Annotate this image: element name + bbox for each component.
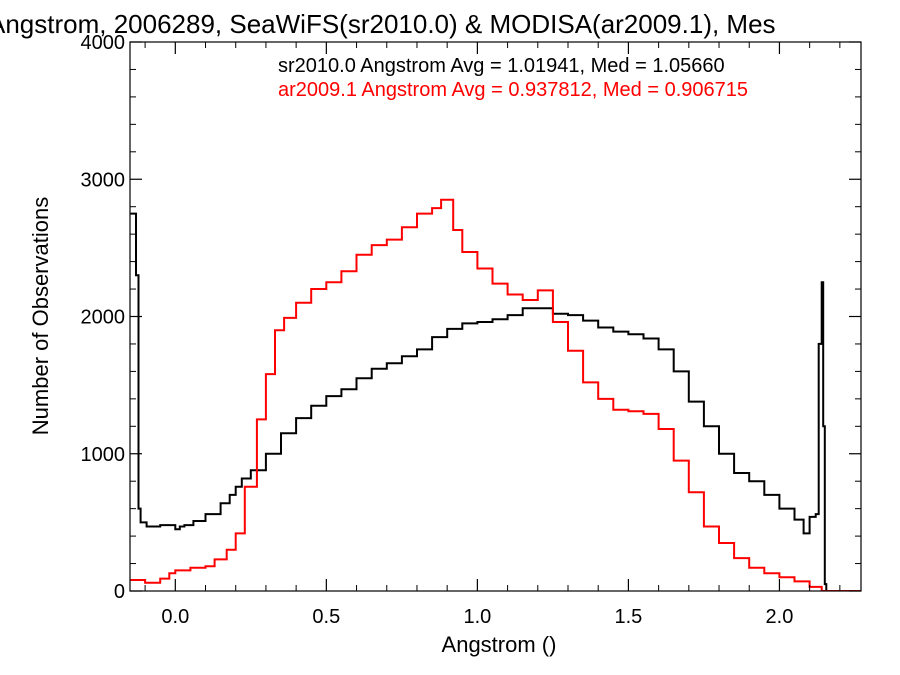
- axes-layer: 0.0 0.5 1.0 1.5 2.0 0 1000 2000 3000 4000: [81, 32, 862, 628]
- x-tick-label: 1.5: [615, 606, 643, 628]
- x-tick-label: 0.0: [161, 606, 189, 628]
- chart-title: Angstrom, 2006289, SeaWiFS(sr2010.0) & M…: [0, 9, 776, 39]
- series-layer: [130, 198, 861, 591]
- series-line-ar2009: [130, 198, 861, 591]
- y-tick-label: 3000: [81, 169, 126, 191]
- x-tick-label: 1.0: [463, 606, 491, 628]
- y-tick-label: 0: [114, 581, 125, 603]
- legend-entry-sr2010: sr2010.0 Angstrom Avg = 1.01941, Med = 1…: [278, 55, 725, 77]
- y-tick-label: 2000: [81, 307, 126, 329]
- x-tick-label: 2.0: [766, 606, 794, 628]
- y-tick-label: 4000: [81, 32, 126, 54]
- x-axis-label: Angstrom (): [442, 632, 557, 657]
- y-axis-label: Number of Observations: [28, 197, 53, 435]
- x-tick-label: 0.5: [312, 606, 340, 628]
- y-tick-label: 1000: [81, 444, 126, 466]
- series-line-sr2010: [130, 212, 861, 591]
- legend-entry-ar2009: ar2009.1 Angstrom Avg = 0.937812, Med = …: [278, 79, 748, 101]
